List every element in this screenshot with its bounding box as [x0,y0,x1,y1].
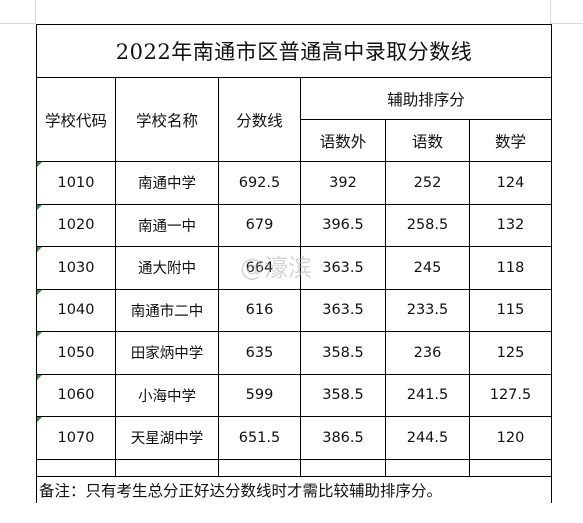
footnote: 备注：只有考生总分正好达分数线时才需比较辅助排序分。 [36,475,552,503]
cell-yushuwai: 396.5 [300,203,386,247]
gridline [0,23,36,24]
empty-cell [300,458,386,477]
cell-yushuwai: 358.5 [300,331,386,375]
cell-code: 1020 [36,203,116,247]
gridline [35,0,36,24]
cell-name: 通大附中 [115,246,219,290]
cell-yushuwai: 392 [300,161,386,205]
cell-math: 118 [469,246,552,290]
cell-yushu: 236 [385,331,470,375]
cell-yushu: 244.5 [385,416,470,460]
table-row: 1070 天星湖中学 651.5 386.5 244.5 120 [36,416,552,460]
cell-name: 南通市二中 [115,288,219,332]
cell-math: 132 [469,203,552,247]
cell-score: 599 [218,373,301,417]
cell-score: 651.5 [218,416,301,460]
cell-math: 124 [469,161,552,205]
cell-yushuwai: 363.5 [300,246,386,290]
cell-code: 1010 [36,161,116,205]
cell-score: 692.5 [218,161,301,205]
empty-cell [115,458,219,477]
empty-cell [36,458,116,477]
cell-name: 天星湖中学 [115,416,219,460]
table-row: 1020 南通一中 679 396.5 258.5 132 [36,203,552,247]
cell-name: 南通中学 [115,161,219,205]
gridline [550,0,551,24]
gridline [551,23,583,24]
cell-code: 1060 [36,373,116,417]
cell-yushuwai: 358.5 [300,373,386,417]
header-aux-yushu: 语数 [385,119,470,162]
table-title: 2022年南通市区普通高中录取分数线 [36,24,552,78]
empty-cell [469,458,552,477]
cell-yushu: 245 [385,246,470,290]
cell-code: 1030 [36,246,116,290]
cell-name: 南通一中 [115,203,219,247]
header-code: 学校代码 [36,77,116,162]
cell-score: 664 [218,246,301,290]
cell-code: 1040 [36,288,116,332]
table-row: 1030 通大附中 664 363.5 245 118 [36,246,552,290]
cell-yushu: 252 [385,161,470,205]
score-table: 2022年南通市区普通高中录取分数线 学校代码 学校名称 分数线 辅助排序分 语… [36,24,552,503]
header-aux: 辅助排序分 [300,77,552,120]
cell-score: 635 [218,331,301,375]
table-row: 1010 南通中学 692.5 392 252 124 [36,161,552,205]
cell-name: 小海中学 [115,373,219,417]
cell-code: 1050 [36,331,116,375]
cell-math: 125 [469,331,552,375]
header-score: 分数线 [218,77,301,162]
cell-score: 679 [218,203,301,247]
cell-yushu: 241.5 [385,373,470,417]
header-aux-yushuwai: 语数外 [300,119,386,162]
cell-math: 115 [469,288,552,332]
cell-yushuwai: 386.5 [300,416,386,460]
empty-cell [218,458,301,477]
cell-yushuwai: 363.5 [300,288,386,332]
cell-score: 616 [218,288,301,332]
cell-yushu: 233.5 [385,288,470,332]
header-aux-math: 数学 [469,119,552,162]
header-name: 学校名称 [115,77,219,162]
cell-math: 120 [469,416,552,460]
cell-math: 127.5 [469,373,552,417]
table-row: 1040 南通市二中 616 363.5 233.5 115 [36,288,552,332]
empty-cell [385,458,470,477]
cell-name: 田家炳中学 [115,331,219,375]
table-row: 1060 小海中学 599 358.5 241.5 127.5 [36,373,552,417]
cell-yushu: 258.5 [385,203,470,247]
empty-row [36,458,552,477]
cell-code: 1070 [36,416,116,460]
table-row: 1050 田家炳中学 635 358.5 236 125 [36,331,552,375]
